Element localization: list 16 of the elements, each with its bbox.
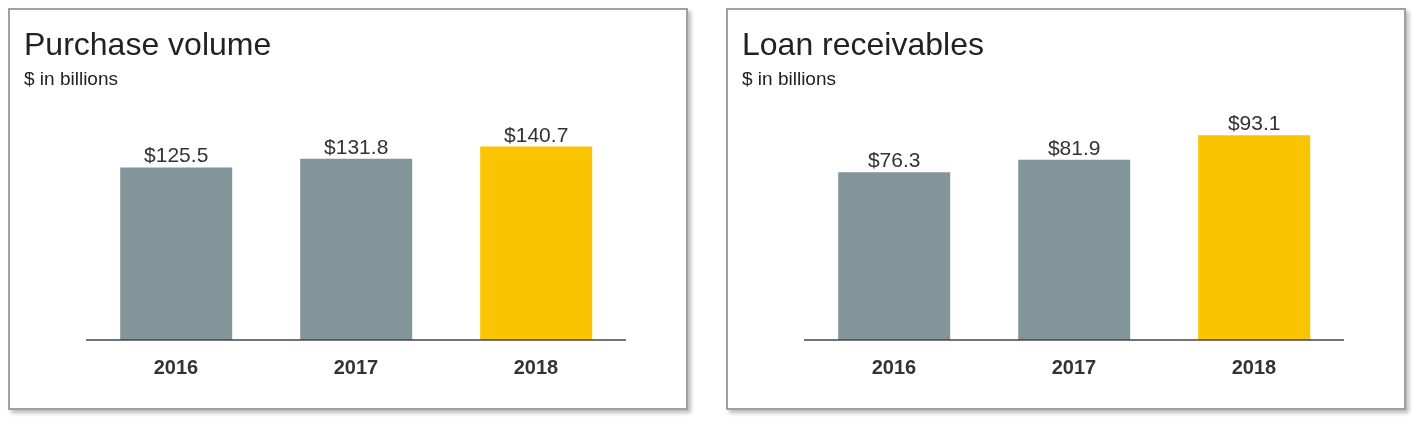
data-label: $140.7	[504, 122, 569, 146]
x-tick-label: 2018	[1231, 356, 1277, 379]
chart-title: Loan receivables	[742, 26, 984, 63]
chart-subtitle: $ in billions	[24, 68, 118, 90]
x-tick-label: 2016	[871, 356, 917, 379]
x-tick-label: 2018	[513, 356, 559, 379]
data-label: $81.9	[1047, 135, 1101, 159]
data-label: $131.8	[324, 134, 389, 158]
data-label: $125.5	[144, 143, 209, 167]
chart-title: Purchase volume	[24, 26, 272, 63]
x-tick-label: 2017	[1051, 356, 1097, 379]
x-tick-label: 2017	[333, 356, 379, 379]
chart-subtitle: $ in billions	[742, 68, 836, 90]
x-tick-label: 2016	[153, 356, 199, 379]
data-label: $76.3	[867, 148, 921, 172]
data-label: $93.1	[1227, 111, 1281, 135]
